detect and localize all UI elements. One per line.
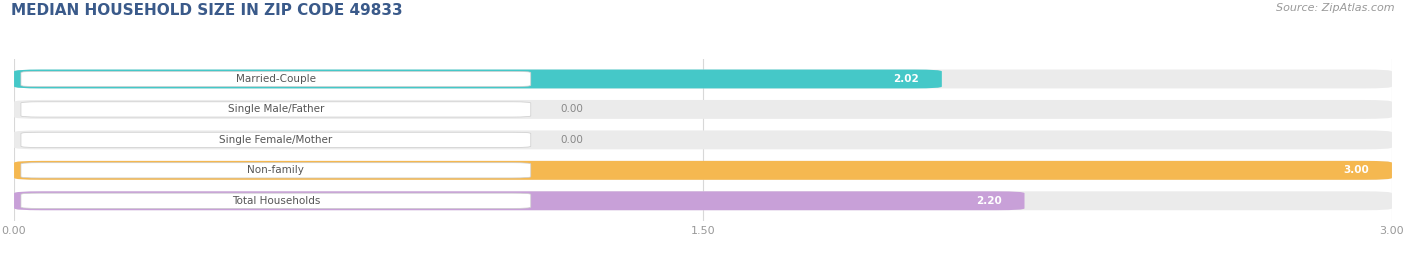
Text: Married-Couple: Married-Couple <box>236 74 316 84</box>
Text: 0.00: 0.00 <box>561 104 583 114</box>
Text: 3.00: 3.00 <box>1343 165 1369 175</box>
FancyBboxPatch shape <box>14 69 1392 89</box>
FancyBboxPatch shape <box>14 69 942 89</box>
FancyBboxPatch shape <box>14 161 1392 180</box>
FancyBboxPatch shape <box>21 163 531 178</box>
FancyBboxPatch shape <box>21 193 531 208</box>
Text: MEDIAN HOUSEHOLD SIZE IN ZIP CODE 49833: MEDIAN HOUSEHOLD SIZE IN ZIP CODE 49833 <box>11 3 404 18</box>
Text: 0.00: 0.00 <box>561 135 583 145</box>
FancyBboxPatch shape <box>14 130 1392 149</box>
FancyBboxPatch shape <box>21 71 531 87</box>
Text: Single Male/Father: Single Male/Father <box>228 104 323 114</box>
Text: Total Households: Total Households <box>232 196 321 206</box>
Text: 2.02: 2.02 <box>893 74 920 84</box>
Text: Single Female/Mother: Single Female/Mother <box>219 135 332 145</box>
FancyBboxPatch shape <box>14 161 1392 180</box>
FancyBboxPatch shape <box>14 191 1025 210</box>
FancyBboxPatch shape <box>21 132 531 147</box>
FancyBboxPatch shape <box>14 191 1392 210</box>
Text: Non-family: Non-family <box>247 165 304 175</box>
Text: Source: ZipAtlas.com: Source: ZipAtlas.com <box>1277 3 1395 13</box>
FancyBboxPatch shape <box>14 100 1392 119</box>
FancyBboxPatch shape <box>21 102 531 117</box>
Text: 2.20: 2.20 <box>976 196 1001 206</box>
